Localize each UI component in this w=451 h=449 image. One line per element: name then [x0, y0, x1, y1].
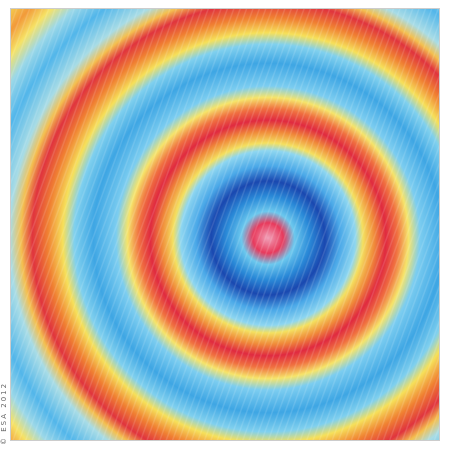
image-border — [10, 8, 440, 441]
credit: © ESA 2012 — [0, 382, 8, 445]
texture — [10, 8, 440, 441]
